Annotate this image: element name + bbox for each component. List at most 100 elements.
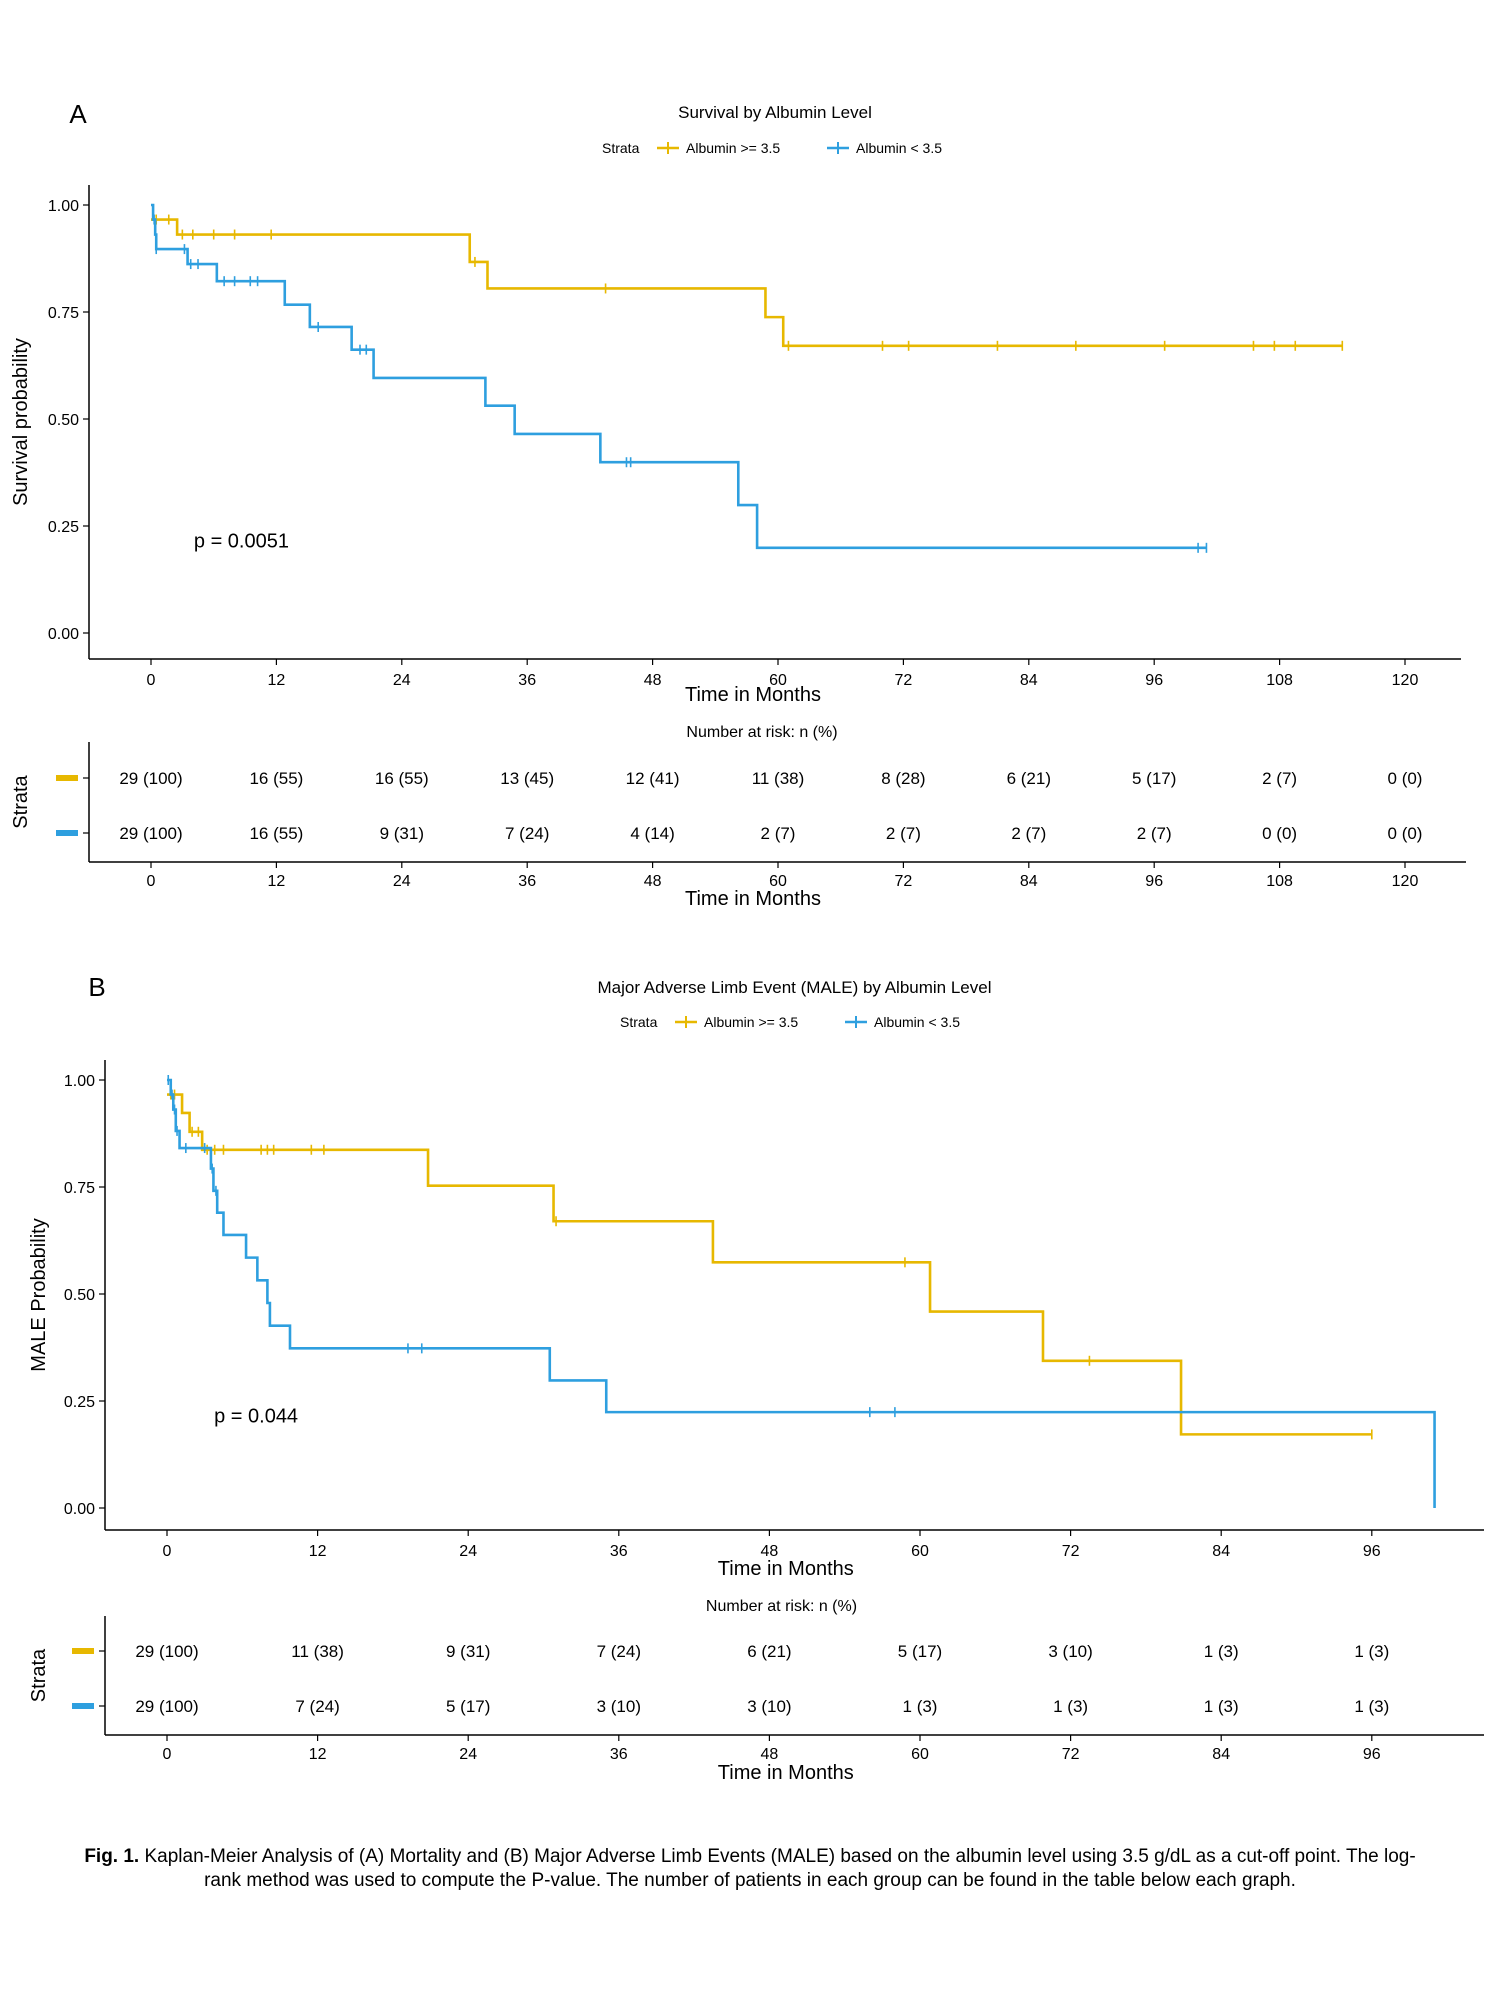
x-tick-label: 60 (911, 1543, 929, 1560)
risk-x-tick-label: 12 (309, 1746, 327, 1763)
y-tick-label: 0.75 (64, 1180, 95, 1197)
risk-cell: 5 (17) (898, 1642, 942, 1661)
risk-cell: 6 (21) (747, 1642, 791, 1661)
risk-cell: 13 (45) (500, 769, 554, 788)
risk-cell: 5 (17) (1132, 769, 1176, 788)
risk-cell: 2 (7) (886, 824, 921, 843)
y-tick-label: 0.25 (64, 1394, 95, 1411)
y-axis-title: Survival probability (10, 338, 32, 506)
x-tick-label: 12 (268, 672, 286, 689)
caption-text: Kaplan-Meier Analysis of (A) Mortality a… (144, 1846, 1416, 1891)
x-tick-label: 12 (309, 1543, 327, 1560)
km-curve-albumin-low (167, 1078, 1436, 1508)
risk-x-tick-label: 120 (1392, 873, 1419, 890)
legend-label: Albumin >= 3.5 (686, 140, 780, 156)
legend: Strata Albumin >= 3.5 Albumin < 3.5 (602, 140, 942, 156)
risk-x-tick-label: 72 (1062, 1746, 1080, 1763)
x-tick-label: 60 (769, 672, 787, 689)
risk-cell: 29 (100) (135, 1642, 198, 1661)
km-curve-albumin-low (151, 203, 1207, 550)
risk-cell: 29 (100) (119, 769, 182, 788)
km-curve-albumin-high (151, 218, 1343, 348)
x-tick-label: 96 (1363, 1543, 1381, 1560)
risk-cell: 5 (17) (446, 1697, 490, 1716)
x-tick-label: 0 (163, 1543, 172, 1560)
risk-cell: 29 (100) (119, 824, 182, 843)
y-tick-label: 0.50 (64, 1287, 95, 1304)
risk-cell: 8 (28) (881, 769, 925, 788)
x-tick-label: 36 (610, 1543, 628, 1560)
y-tick-label: 0.25 (48, 519, 79, 536)
risk-cell: 12 (41) (626, 769, 680, 788)
risk-cell: 1 (3) (1053, 1697, 1088, 1716)
risk-table: Number at risk: n (%) 29 (100) 11 (38) 9 (3… (28, 1598, 1484, 1784)
x-tick-label: 0 (147, 672, 156, 689)
km-curve-albumin-high (167, 1093, 1372, 1436)
panel-label: A (69, 99, 87, 129)
risk-x-tick-label: 36 (610, 1746, 628, 1763)
risk-x-tick-label: 0 (147, 873, 156, 890)
y-axis-title: MALE Probability (28, 1218, 50, 1371)
risk-table-title: Number at risk: n (%) (686, 724, 837, 741)
risk-cell: 11 (38) (291, 1642, 344, 1661)
x-tick-label: 96 (1145, 672, 1163, 689)
x-tick-label: 120 (1392, 672, 1419, 689)
risk-x-tick-label: 48 (761, 1746, 779, 1763)
y-tick-label: 1.00 (64, 1073, 95, 1090)
x-tick-label: 84 (1212, 1543, 1230, 1560)
km-panel-b: B Major Adverse Limb Event (MALE) by Albu… (28, 972, 1484, 1784)
risk-cell: 0 (0) (1388, 769, 1423, 788)
x-tick-label: 24 (459, 1543, 477, 1560)
legend-label: Albumin < 3.5 (856, 140, 942, 156)
risk-cell: 3 (10) (1048, 1642, 1092, 1661)
risk-cell: 1 (3) (1354, 1642, 1389, 1661)
risk-cell: 3 (10) (597, 1697, 641, 1716)
y-tick-label: 1.00 (48, 198, 79, 215)
risk-x-tick-label: 48 (644, 873, 662, 890)
risk-cell: 11 (38) (752, 769, 805, 788)
risk-cell: 3 (10) (747, 1697, 791, 1716)
legend: Strata Albumin >= 3.5 Albumin < 3.5 (620, 1014, 960, 1030)
risk-row-key (56, 830, 78, 836)
risk-cell: 0 (0) (1262, 824, 1297, 843)
risk-x-tick-label: 12 (268, 873, 286, 890)
risk-x-tick-label: 60 (769, 873, 787, 890)
chart-title: Survival by Albumin Level (678, 103, 872, 122)
risk-cell: 2 (7) (1011, 824, 1046, 843)
risk-cell: 7 (24) (505, 824, 549, 843)
x-tick-label: 36 (518, 672, 536, 689)
x-tick-label: 24 (393, 672, 411, 689)
risk-cell: 1 (3) (1204, 1697, 1239, 1716)
legend-title: Strata (620, 1014, 658, 1030)
risk-cell: 7 (24) (295, 1697, 339, 1716)
risk-x-tick-label: 84 (1020, 873, 1038, 890)
y-tick-label: 0.00 (48, 626, 79, 643)
risk-row-key (72, 1648, 94, 1654)
risk-x-tick-label: 72 (895, 873, 913, 890)
risk-y-axis-title: Strata (28, 1648, 50, 1702)
chart-title: Major Adverse Limb Event (MALE) by Album… (597, 978, 991, 997)
legend-label: Albumin >= 3.5 (704, 1014, 798, 1030)
risk-x-tick-label: 0 (163, 1746, 172, 1763)
y-tick-label: 0.00 (64, 1501, 95, 1518)
risk-cell: 6 (21) (1007, 769, 1051, 788)
x-axis-title: Time in Months (718, 1558, 854, 1580)
risk-cell: 9 (31) (380, 824, 424, 843)
x-tick-label: 72 (1062, 1543, 1080, 1560)
risk-cell: 0 (0) (1388, 824, 1423, 843)
legend-label: Albumin < 3.5 (874, 1014, 960, 1030)
figure-caption: Fig. 1. Kaplan-Meier Analysis of (A) Mor… (80, 1845, 1420, 1893)
x-tick-label: 48 (761, 1543, 779, 1560)
risk-cell: 2 (7) (761, 824, 796, 843)
risk-table: Number at risk: n (%) 29 (100) 16 (55) 16 (… (10, 724, 1466, 910)
x-axis-title: Time in Months (685, 684, 821, 706)
risk-cell: 16 (55) (249, 769, 303, 788)
y-tick-label: 0.50 (48, 412, 79, 429)
risk-x-tick-label: 36 (518, 873, 536, 890)
x-tick-label: 84 (1020, 672, 1038, 689)
risk-cell: 16 (55) (375, 769, 429, 788)
risk-cell: 2 (7) (1137, 824, 1172, 843)
risk-cell: 1 (3) (1354, 1697, 1389, 1716)
x-tick-label: 48 (644, 672, 662, 689)
